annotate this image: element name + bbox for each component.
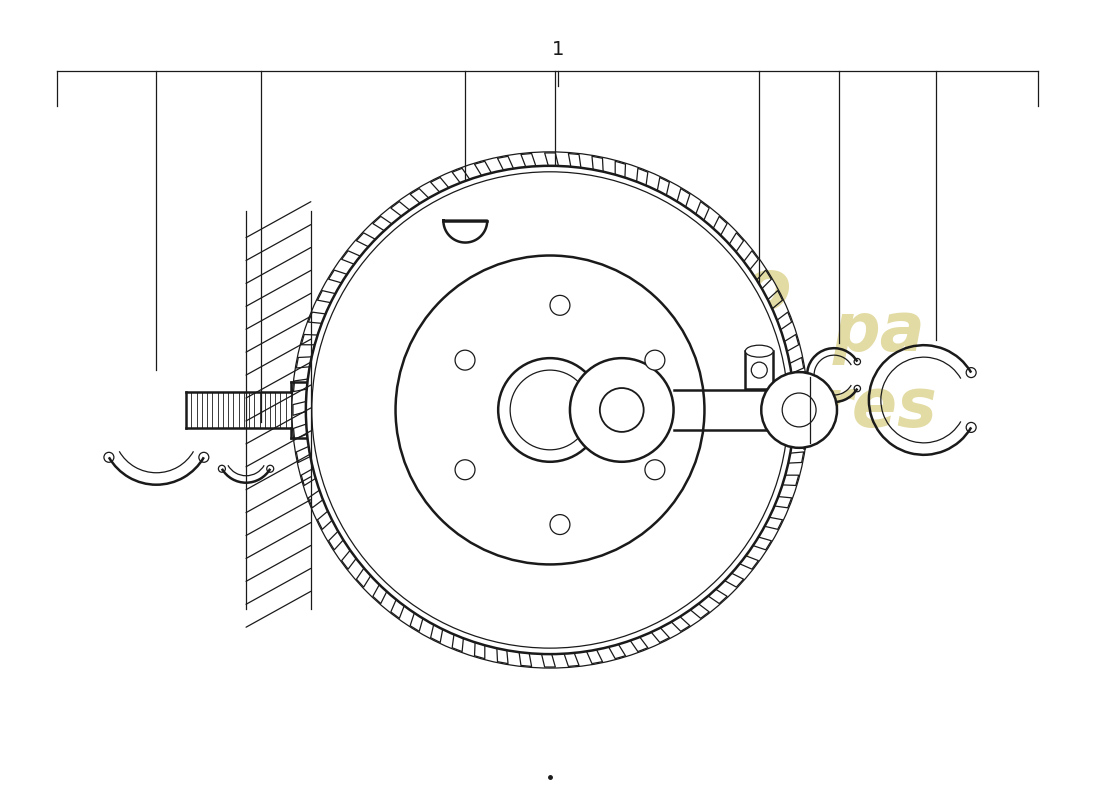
Circle shape bbox=[570, 358, 673, 462]
Circle shape bbox=[455, 350, 475, 370]
Text: pa
res: pa res bbox=[820, 299, 937, 442]
Circle shape bbox=[306, 166, 794, 654]
Circle shape bbox=[782, 393, 816, 427]
Text: 1: 1 bbox=[552, 40, 564, 59]
Polygon shape bbox=[534, 281, 576, 302]
Polygon shape bbox=[443, 221, 487, 242]
Circle shape bbox=[510, 370, 590, 450]
Circle shape bbox=[455, 460, 475, 480]
Circle shape bbox=[550, 514, 570, 534]
Ellipse shape bbox=[746, 345, 773, 357]
Text: a passion for parts since 1985: a passion for parts since 1985 bbox=[486, 476, 754, 563]
Circle shape bbox=[645, 460, 664, 480]
Circle shape bbox=[498, 358, 602, 462]
Circle shape bbox=[600, 388, 643, 432]
Circle shape bbox=[761, 372, 837, 448]
Circle shape bbox=[396, 255, 704, 565]
Circle shape bbox=[550, 295, 570, 315]
Bar bbox=[746, 351, 773, 389]
Circle shape bbox=[645, 350, 664, 370]
Circle shape bbox=[311, 172, 789, 648]
Text: euro: euro bbox=[607, 256, 792, 325]
